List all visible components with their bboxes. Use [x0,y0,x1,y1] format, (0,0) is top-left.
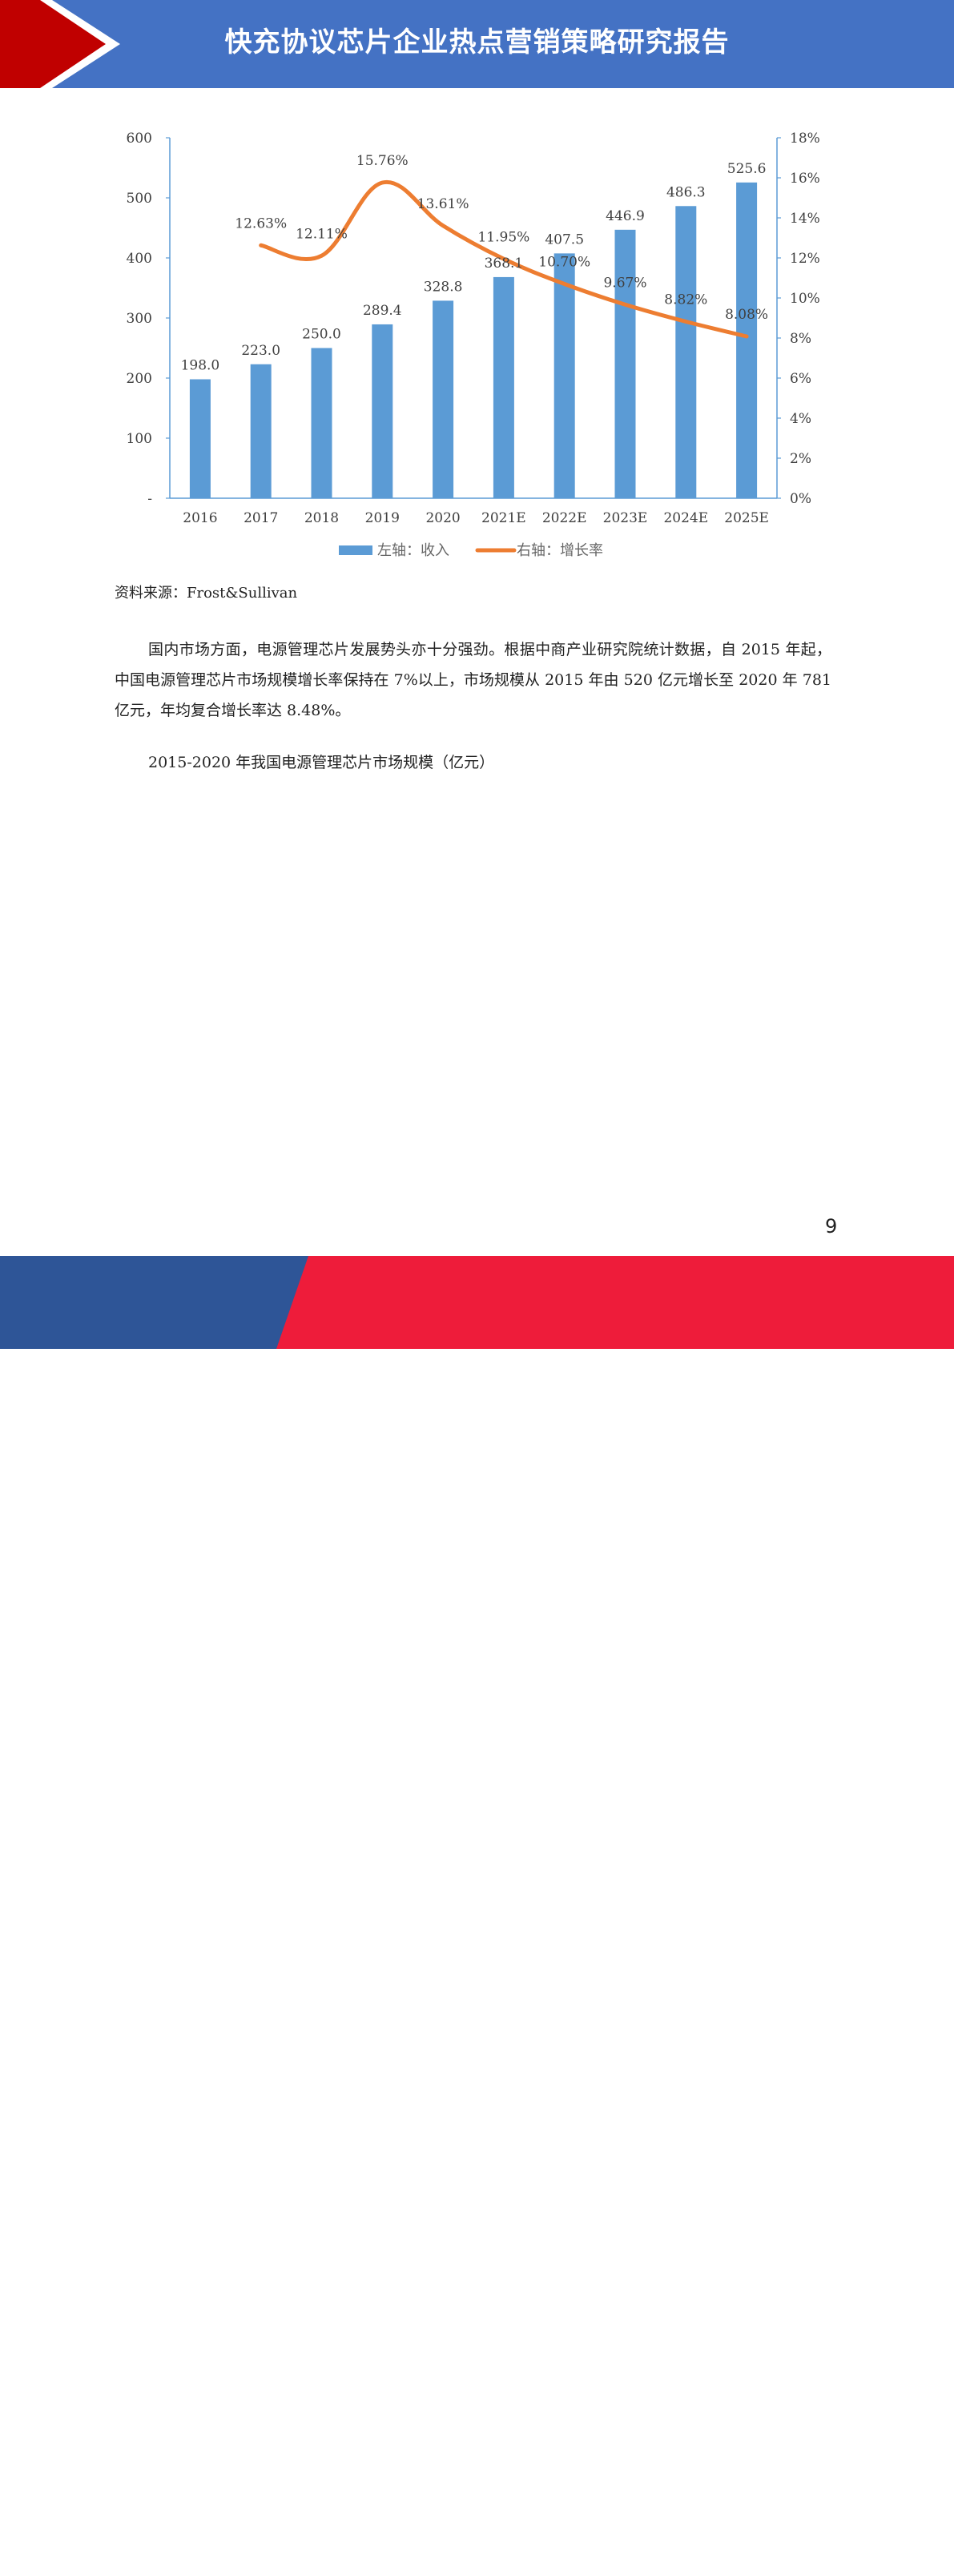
y-left-tick-label: 100 [127,431,152,447]
bar-value-label: 525.6 [727,161,767,177]
y-left-tick-label: 500 [127,191,152,207]
bar [433,300,454,498]
bar [614,229,636,498]
y-right-tick-label: 6% [790,371,811,387]
footer-background [0,1256,954,1349]
report-title: 快充协议芯片企业热点营销策略研究报告 [224,26,730,58]
bar [250,364,272,498]
x-tick-label: 2019 [365,510,400,526]
bar-value-label: 407.5 [545,231,584,248]
bar-value-label: 328.8 [424,279,463,295]
revenue-growth-chart: - 100 200 300 400 500 600 0% 2% 4% 6% 8% 10% 12% 14% 16… [127,131,820,559]
page-number: 9 [825,1215,838,1238]
bar [493,276,514,498]
x-tick-label: 2016 [183,510,217,526]
growth-rate-line [259,179,749,339]
growth-rate-label: 12.63% [235,215,287,231]
page-footer: 让每个人都能成为 行业专家、管理专家、营销专家、战略专家、成功企业家…… [0,1256,954,2574]
bar [372,324,393,498]
footer-slogan-right: 行业专家、管理专家、营销专家、战略专家、成功企业家…… [318,2551,859,2574]
page-header: 快充协议芯片企业热点营销策略研究报告 [0,0,954,88]
x-tick-label: 2024E [663,510,708,526]
header-arrow-decoration [0,0,120,88]
y-left-tick-label: 300 [127,311,152,327]
bar-value-label: 486.3 [666,184,706,200]
y-right-tick-label: 2% [790,451,811,467]
bar-value-label: 368.1 [485,256,524,272]
y-right-tick-label: 12% [790,251,820,267]
chart-source: 资料来源：Frost&Sullivan [115,585,298,602]
growth-rate-label: 13.61% [417,196,469,212]
bar-value-label: 250.0 [302,327,341,343]
y-left-tick-label: 200 [127,371,152,387]
bar-value-label: 198.0 [181,358,220,374]
x-tick-label: 2022E [542,510,587,526]
bar [311,348,332,498]
y-left-tick-label: 400 [127,251,152,267]
footer-slogan-left: 让每个人都能成为 [115,2551,276,2574]
bar-value-label: 223.0 [241,343,280,359]
y-left-tick-label: - [147,491,152,507]
bar-value-label: 289.4 [363,303,402,319]
legend-swatch-bar [339,545,372,555]
growth-rate-label: 11.95% [477,229,529,245]
legend-label-bar: 左轴：收入 [377,542,449,559]
bar-value-label: 446.9 [606,208,645,224]
growth-rate-label: 9.67% [603,275,646,291]
bar [553,253,575,498]
growth-rate-label: 8.82% [664,292,707,308]
growth-rate-label: 8.08% [725,307,768,323]
growth-rate-label: 10.70% [538,255,590,271]
growth-rate-label: 15.76% [356,153,409,169]
x-tick-label: 2018 [304,510,339,526]
x-tick-label: 2025E [724,510,769,526]
y-right-tick-label: 10% [790,291,820,307]
x-tick-label: 2023E [603,510,648,526]
figure-caption: 2015-2020 年我国电源管理芯片市场规模（亿元） [148,754,495,771]
y-right-tick-label: 16% [790,171,820,187]
y-right-tick-label: 4% [790,411,811,427]
y-right-tick-label: 8% [790,331,811,347]
x-tick-label: 2020 [425,510,460,526]
bar [736,182,758,499]
y-left-tick-label: 600 [127,131,152,147]
legend-label-line: 右轴：增长率 [517,542,603,559]
growth-rate-label: 12.11% [296,226,348,242]
bar [675,206,697,498]
x-tick-label: 2017 [244,510,278,526]
y-right-tick-label: 14% [790,211,820,227]
bar [189,379,211,498]
y-right-tick-label: 0% [790,491,811,507]
y-right-tick-label: 18% [790,131,820,147]
body-paragraph: 国内市场方面，电源管理芯片发展势头亦十分强劲。根据中商产业研究院统计数据，自 2… [115,641,831,719]
x-tick-label: 2021E [481,510,526,526]
